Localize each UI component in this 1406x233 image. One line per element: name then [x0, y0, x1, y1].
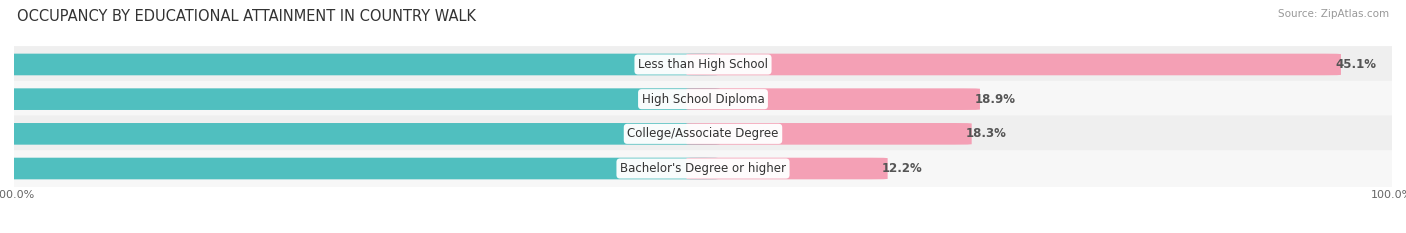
Text: 100.0%: 100.0% [0, 190, 35, 200]
Text: 18.9%: 18.9% [974, 93, 1015, 106]
FancyBboxPatch shape [0, 123, 720, 145]
FancyBboxPatch shape [686, 88, 980, 110]
Text: 45.1%: 45.1% [1336, 58, 1376, 71]
FancyBboxPatch shape [0, 54, 720, 75]
Text: Source: ZipAtlas.com: Source: ZipAtlas.com [1278, 9, 1389, 19]
Text: 12.2%: 12.2% [882, 162, 922, 175]
Text: OCCUPANCY BY EDUCATIONAL ATTAINMENT IN COUNTRY WALK: OCCUPANCY BY EDUCATIONAL ATTAINMENT IN C… [17, 9, 475, 24]
FancyBboxPatch shape [0, 81, 1406, 117]
FancyBboxPatch shape [686, 123, 972, 145]
Text: College/Associate Degree: College/Associate Degree [627, 127, 779, 140]
FancyBboxPatch shape [686, 54, 1341, 75]
Text: Less than High School: Less than High School [638, 58, 768, 71]
Text: 18.3%: 18.3% [966, 127, 1007, 140]
FancyBboxPatch shape [0, 150, 1406, 187]
FancyBboxPatch shape [0, 88, 720, 110]
FancyBboxPatch shape [686, 158, 887, 179]
Text: Bachelor's Degree or higher: Bachelor's Degree or higher [620, 162, 786, 175]
FancyBboxPatch shape [0, 158, 720, 179]
FancyBboxPatch shape [0, 46, 1406, 83]
Text: High School Diploma: High School Diploma [641, 93, 765, 106]
Text: 54.9%: 54.9% [0, 58, 8, 71]
FancyBboxPatch shape [0, 116, 1406, 152]
Text: 100.0%: 100.0% [1371, 190, 1406, 200]
